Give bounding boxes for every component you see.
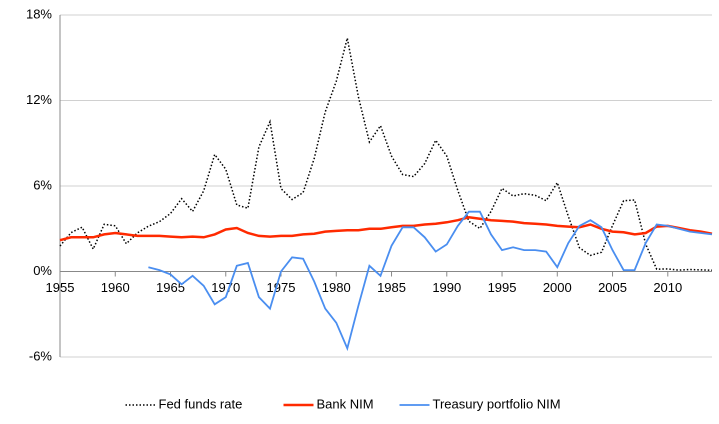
- x-tick-label: 1965: [156, 280, 185, 295]
- series-line: [148, 210, 713, 352]
- legend-label: Fed funds rate: [159, 396, 243, 411]
- series-line: [59, 37, 713, 271]
- y-tick-label: 18%: [26, 6, 52, 21]
- legend-label: Bank NIM: [317, 396, 374, 411]
- legend-label: Treasury portfolio NIM: [433, 396, 561, 411]
- x-tick-label: 1990: [432, 280, 461, 295]
- y-tick-label: 12%: [26, 92, 52, 107]
- x-tick-label: 2000: [543, 280, 572, 295]
- x-tick-label: 2005: [598, 280, 627, 295]
- x-tick-label: 1955: [46, 280, 75, 295]
- y-tick-label: 6%: [33, 177, 52, 192]
- x-tick-label: 1980: [322, 280, 351, 295]
- x-tick-label: 1960: [101, 280, 130, 295]
- y-tick-label: 0%: [33, 263, 52, 278]
- x-tick-label: 1995: [488, 280, 517, 295]
- x-tick-label: 1985: [377, 280, 406, 295]
- x-tick-label: 2010: [653, 280, 682, 295]
- x-tick-label: 1970: [211, 280, 240, 295]
- x-tick-label: 1975: [267, 280, 296, 295]
- y-tick-label: -6%: [29, 348, 53, 363]
